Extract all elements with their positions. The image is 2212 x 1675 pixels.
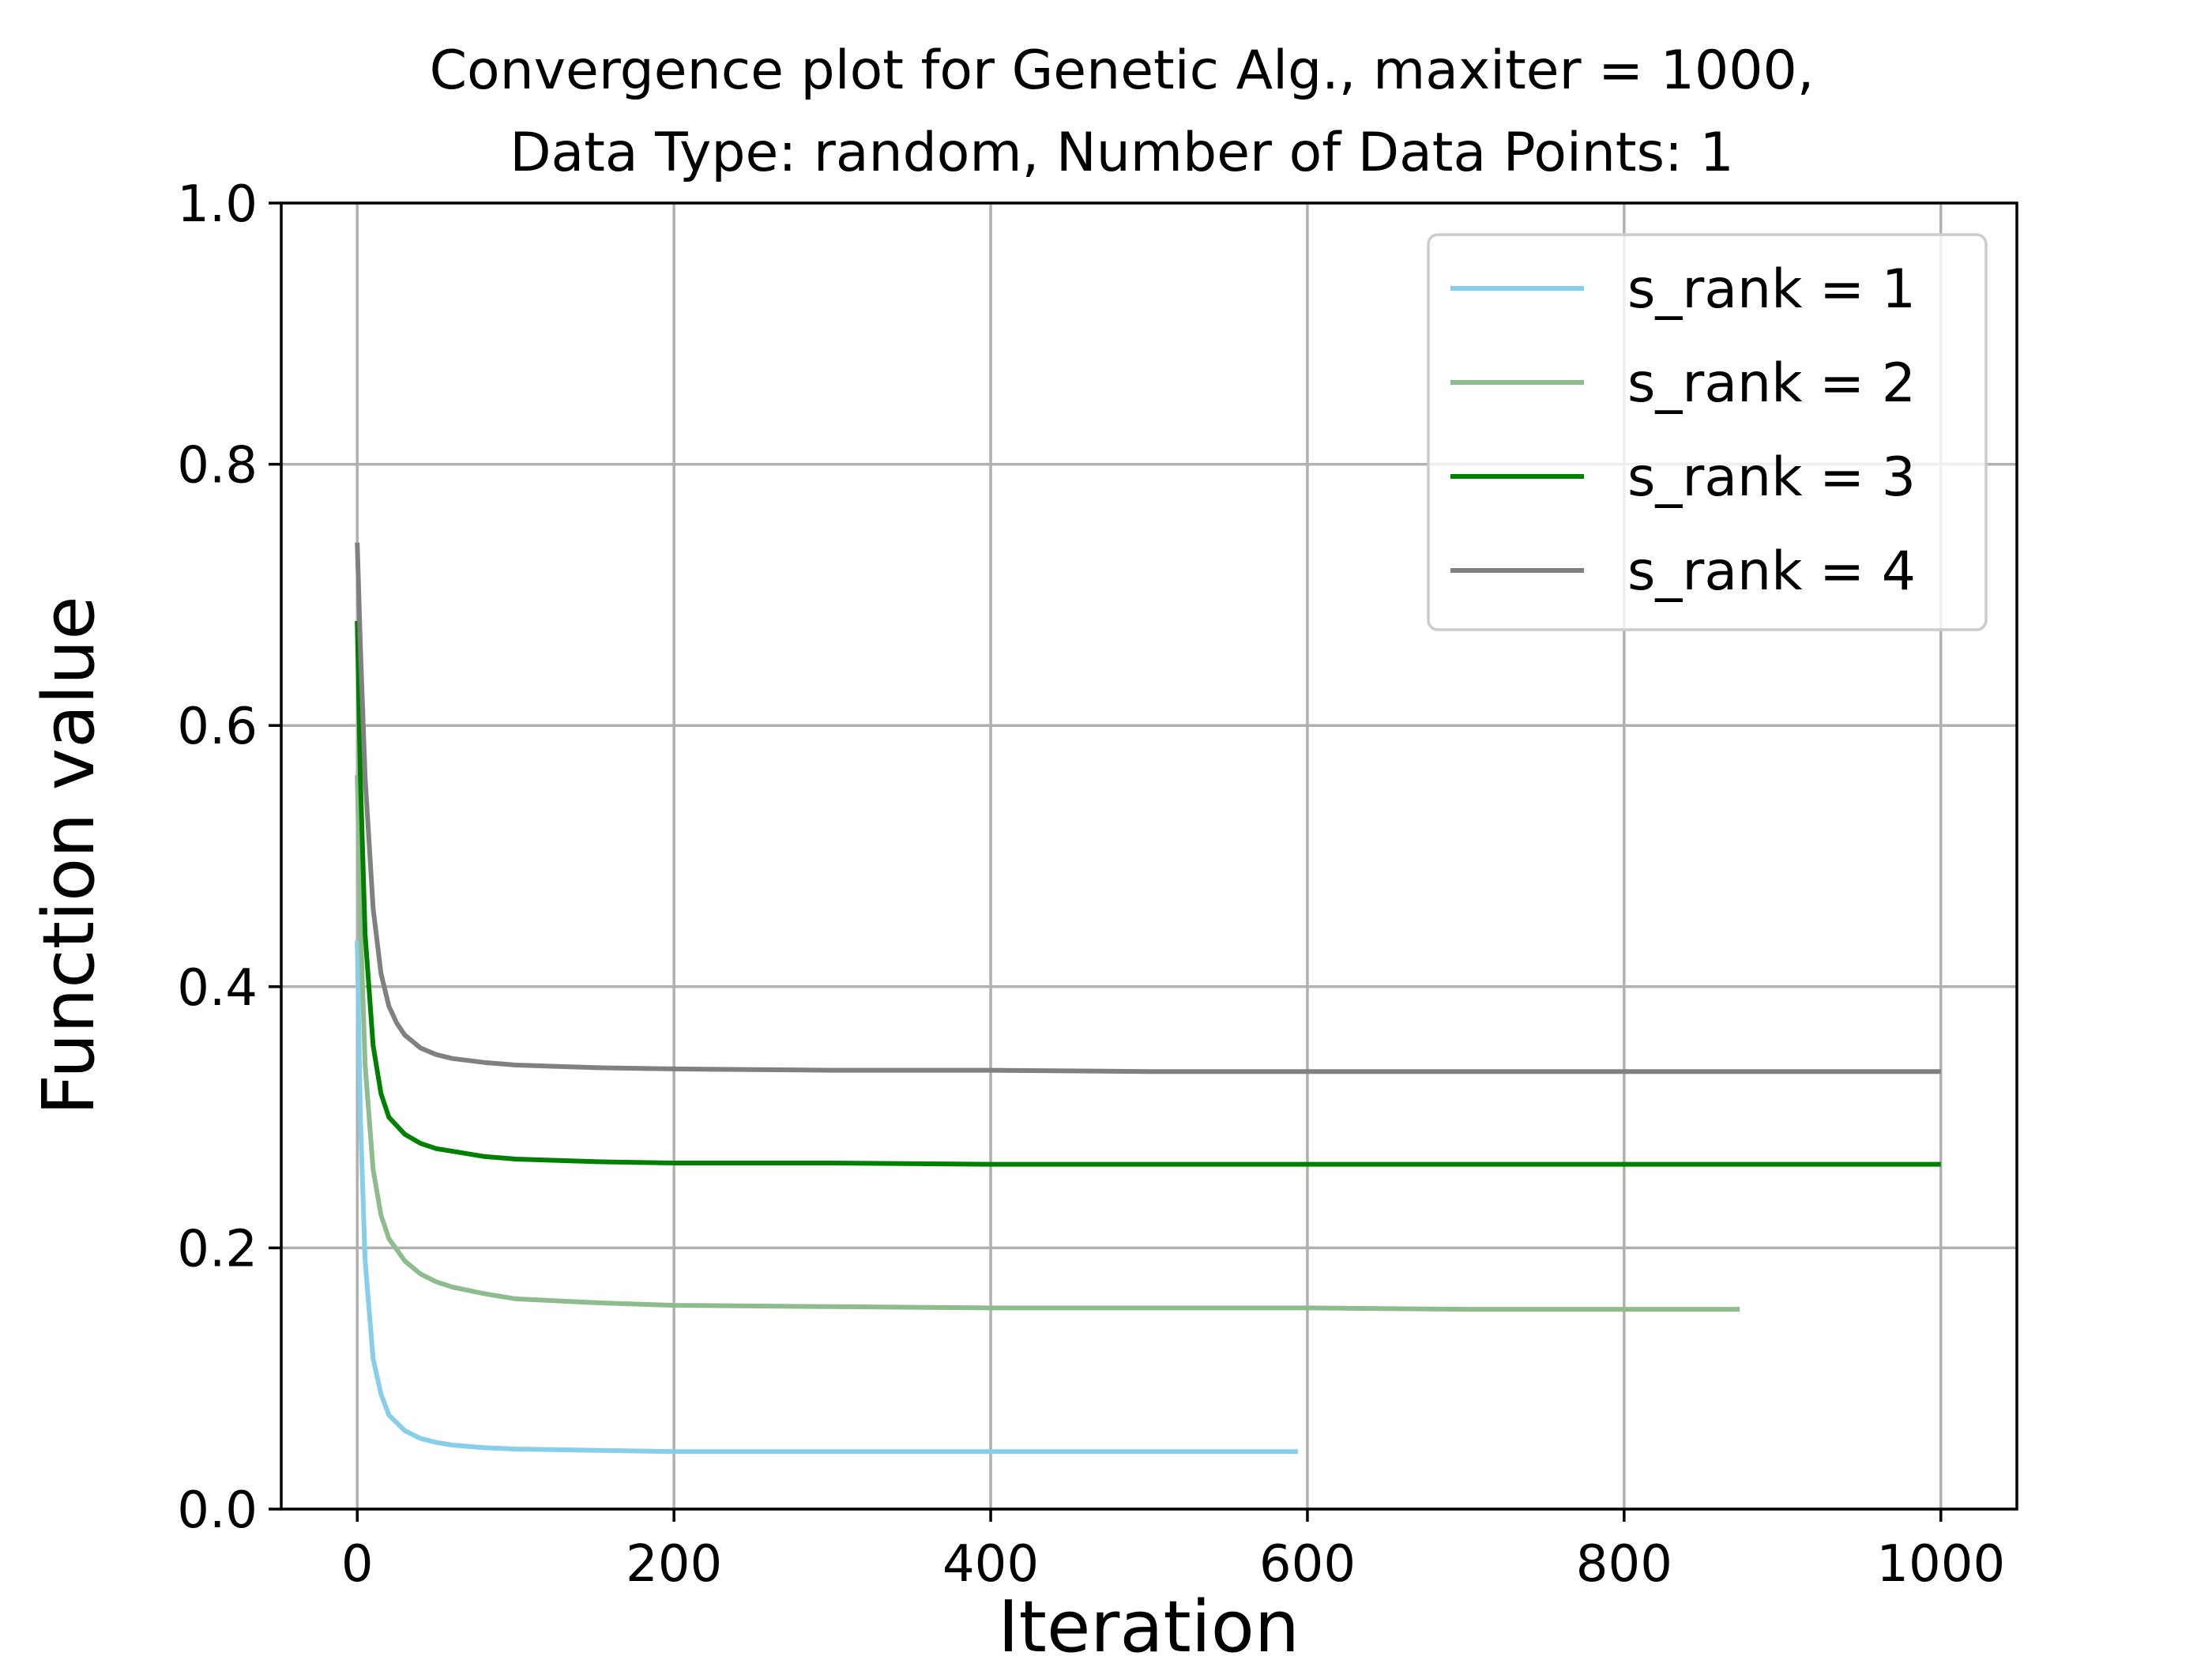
legend-items: s_rank = 1 s_rank = 2 s_rank = 3 s_rank = 4 [1450,258,1916,603]
x-tick-label-1: 200 [626,1535,722,1594]
series-line-4 [355,542,1941,1075]
x-tick-label-2: 400 [942,1535,1039,1594]
series-line-2 [355,774,1740,1312]
legend: s_rank = 1 s_rank = 2 s_rank = 3 s_rank = 4 [1427,233,1988,631]
y-tick-label-3: 0.6 [177,698,258,756]
y-axis-label: Function value [28,596,111,1115]
x-tick-label-4: 800 [1576,1535,1672,1594]
y-tick-label-2: 0.4 [177,959,258,1018]
y-tick-label-0: 0.0 [177,1481,258,1540]
legend-label-2: s_rank = 2 [1627,352,1916,415]
chart-title: Convergence plot for Genetic Alg., maxit… [430,40,1815,184]
x-tick-label-0: 0 [341,1535,374,1594]
grid-lines [281,201,2017,1511]
series-lines [355,542,1941,1455]
x-tick-label-5: 1000 [1876,1535,2005,1594]
chart-title-line-2: Data Type: random, Number of Data Points… [510,122,1734,184]
y-tick-label-4: 0.8 [177,437,258,495]
y-tick-label-1: 0.2 [177,1220,258,1278]
legend-label-1: s_rank = 1 [1627,258,1916,321]
series-line-1 [355,940,1298,1455]
x-tick-label-3: 600 [1259,1535,1356,1594]
plot-area-frame [280,201,2018,1511]
series-line-3 [355,620,1941,1167]
y-tick-label-5: 1.0 [177,175,258,234]
x-axis-label: Iteration [998,1586,1300,1669]
chart-title-line-1: Convergence plot for Genetic Alg., maxit… [430,40,1815,102]
legend-box [1427,233,1988,631]
legend-label-4: s_rank = 4 [1627,540,1916,603]
x-axis-ticks: 0 200 400 600 800 1000 [341,1509,2005,1594]
legend-label-3: s_rank = 3 [1627,446,1916,509]
y-axis-ticks: 0.0 0.2 0.4 0.6 0.8 1.0 [177,175,281,1540]
